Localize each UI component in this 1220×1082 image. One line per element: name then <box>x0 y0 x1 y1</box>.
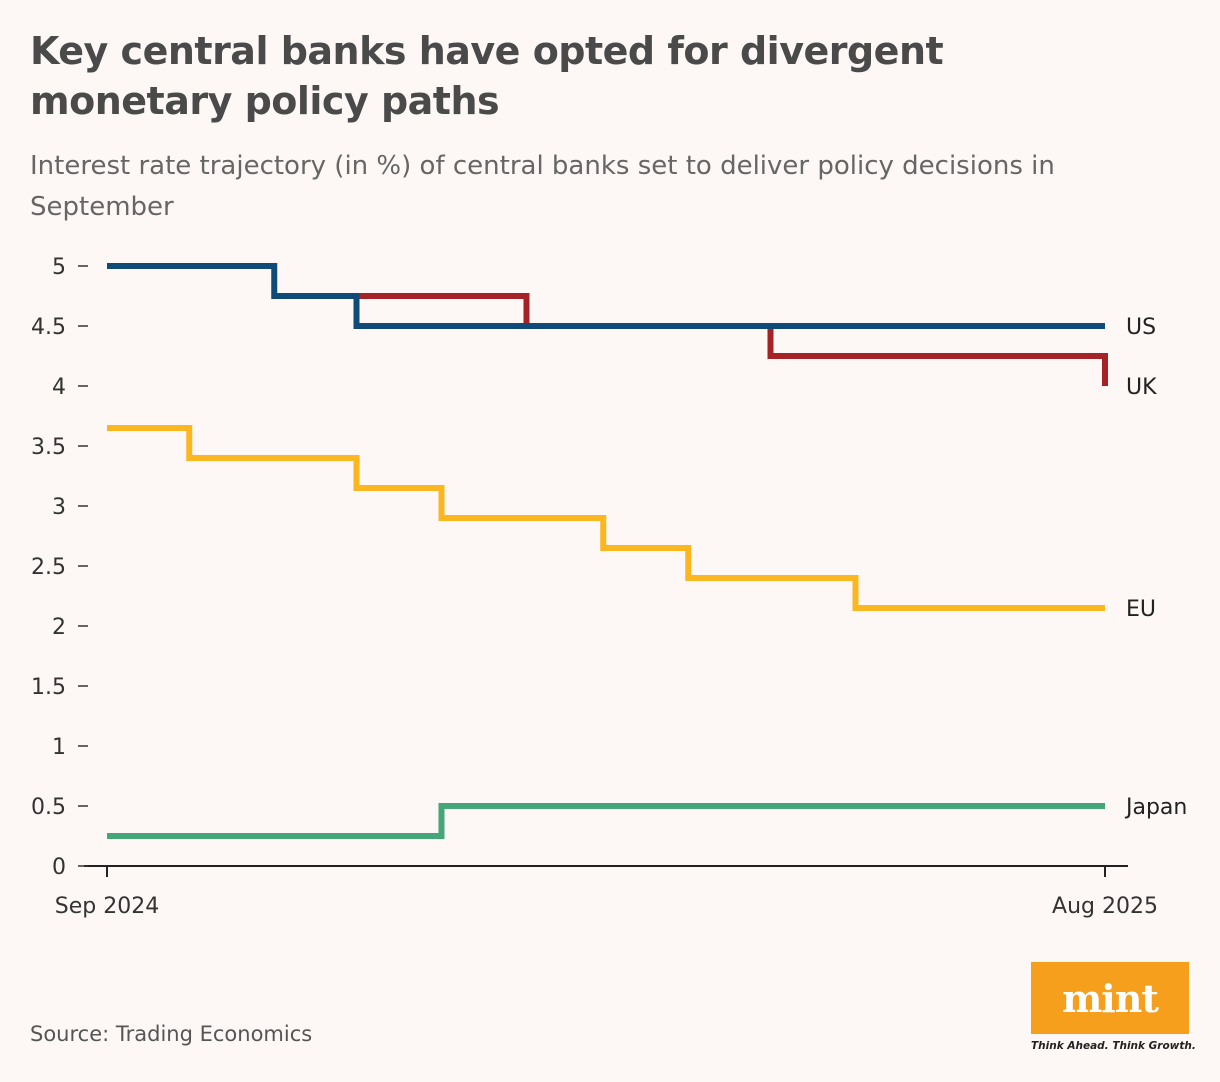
series-line-uk <box>356 293 1108 386</box>
series-label-japan: Japan <box>1124 795 1187 820</box>
y-tick-label: 1.5 <box>31 675 66 700</box>
series-line-japan <box>107 803 1105 839</box>
chart-title: Key central banks have opted for diverge… <box>30 29 944 123</box>
y-tick-label: 1 <box>52 735 66 760</box>
series-label-uk: UK <box>1126 375 1157 400</box>
chart-subtitle: Interest rate trajectory (in %) of centr… <box>30 151 1055 222</box>
x-tick-label: Sep 2024 <box>55 894 159 919</box>
y-tick-label: 0 <box>52 855 66 880</box>
y-tick-label: 2 <box>52 615 66 640</box>
series-line-eu <box>107 425 1105 611</box>
y-tick-label: 2.5 <box>31 555 66 580</box>
logo-tagline: Think Ahead. Think Growth. <box>1031 1040 1196 1052</box>
y-tick-label: 0.5 <box>31 795 66 820</box>
series-label-eu: EU <box>1126 597 1156 622</box>
source-note: Source: Trading Economics <box>30 1022 313 1046</box>
mint-logo-text: mint <box>1062 975 1159 1021</box>
y-tick-label: 3 <box>52 495 66 520</box>
y-tick-label: 4.5 <box>31 315 66 340</box>
series-label-us: US <box>1126 315 1156 340</box>
y-tick-label: 5 <box>52 255 66 280</box>
series-line-us <box>107 263 1105 329</box>
mint-logo: mint <box>1031 962 1189 1034</box>
y-tick-label: 4 <box>52 375 66 400</box>
y-tick-label: 3.5 <box>31 435 66 460</box>
x-tick-label: Aug 2025 <box>1052 894 1158 919</box>
